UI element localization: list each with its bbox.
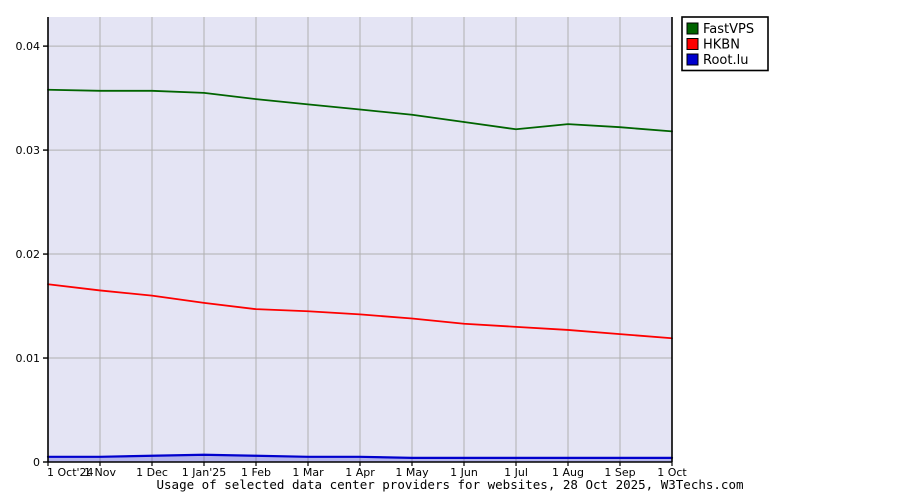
- legend-label-fastvps[interactable]: FastVPS: [703, 22, 754, 37]
- chart-caption: Usage of selected data center providers …: [157, 477, 744, 492]
- x-tick-label: 1 Oct'24: [47, 466, 94, 479]
- x-tick-label: 1 Nov: [84, 466, 116, 479]
- legend-swatch-fastvps[interactable]: [686, 22, 699, 35]
- x-tick-label: 1 Oct: [657, 466, 687, 479]
- x-tick-label: 1 Apr: [345, 466, 375, 479]
- y-tick-label: 0.03: [16, 144, 41, 157]
- series-areas: [48, 454, 672, 462]
- x-tick-label: 1 Jul: [504, 466, 528, 479]
- x-tick-label: 1 Sep: [604, 466, 635, 479]
- series-line-root-lu: [46, 453, 674, 459]
- x-tick-label: 1 Dec: [136, 466, 168, 479]
- x-axis-ticks: 1 Oct'241 Nov 1 Dec 1 Jan'25 1 Feb 1 Mar 1 Ap…: [47, 462, 687, 479]
- y-tick-label: 0.02: [16, 248, 41, 261]
- x-tick-label: 1 Jan'25: [182, 466, 226, 479]
- series-line-hkbn: [47, 283, 673, 340]
- series-line-fastvps: [47, 88, 673, 133]
- legend-label-root-lu[interactable]: Root.lu: [703, 53, 748, 68]
- x-tick-label: 1 Mar: [292, 466, 324, 479]
- x-tick-label: 1 Jun: [450, 466, 478, 479]
- series-lines: [46, 88, 674, 459]
- series-area-root-lu: [48, 454, 672, 462]
- legend-swatch-root-lu[interactable]: [686, 53, 699, 66]
- x-tick-label: 1 Feb: [241, 466, 271, 479]
- y-tick-label: 0.01: [16, 352, 41, 365]
- legend-label-hkbn[interactable]: HKBN: [703, 38, 740, 53]
- x-tick-label: 1 Aug: [552, 466, 584, 479]
- legend-swatch-hkbn[interactable]: [686, 38, 699, 50]
- y-tick-label: 0.04: [16, 40, 41, 53]
- x-tick-label: 1 May: [395, 466, 429, 479]
- y-tick-label: 0: [33, 456, 40, 469]
- y-axis-ticks: 0 0.01 0.02 0.03 0.04: [16, 40, 48, 469]
